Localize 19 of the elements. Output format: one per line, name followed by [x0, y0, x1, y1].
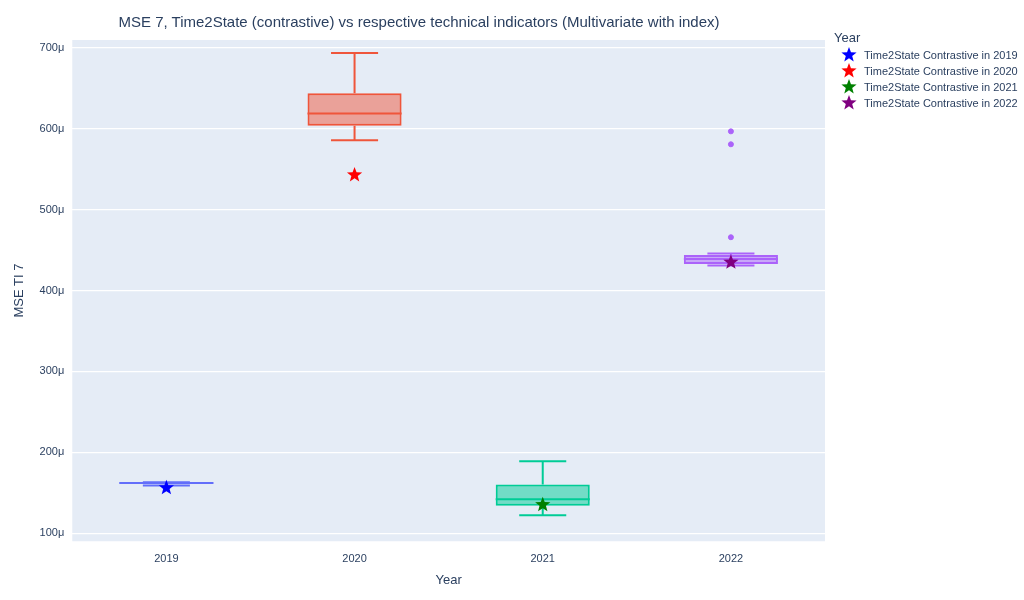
legend-label: Time2State Contrastive in 2022 [864, 97, 1018, 109]
y-tick-label: 700μ [39, 41, 65, 54]
x-tick-label: 2019 [154, 551, 179, 564]
x-tick-label: 2020 [342, 551, 367, 564]
x-axis-title: Year [435, 571, 463, 587]
y-tick-label: 600μ [39, 121, 65, 134]
legend-label: Time2State Contrastive in 2021 [864, 81, 1018, 93]
legend-label: Time2State Contrastive in 2019 [864, 49, 1018, 61]
y-tick-label: 300μ [39, 364, 65, 377]
y-tick-label: 100μ [39, 526, 65, 539]
y-axis-title: MSE TI 7 [11, 263, 27, 318]
legend-label: Time2State Contrastive in 2020 [864, 65, 1018, 77]
x-tick-label: 2021 [530, 551, 555, 564]
y-tick-label: 500μ [39, 202, 65, 215]
legend-title: Year [834, 30, 862, 45]
y-tick-label: 200μ [39, 445, 65, 458]
y-tick-label: 400μ [39, 283, 65, 296]
x-tick-label: 2022 [718, 551, 744, 564]
chart-title: MSE 7, Time2State (contrastive) vs respective technical indicators (Multivariate with index) [118, 13, 720, 31]
